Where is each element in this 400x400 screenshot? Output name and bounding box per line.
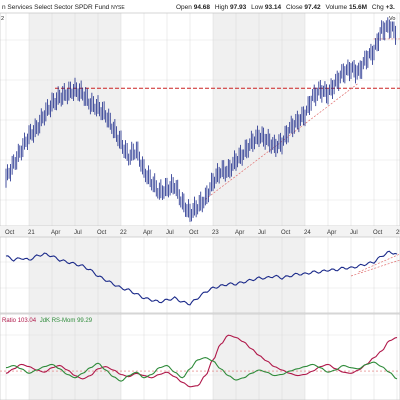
x-tick-label: Jul (350, 230, 358, 236)
rs-mom-line (5, 357, 398, 382)
exchange-label: NYSE (111, 5, 125, 11)
chart-title: n Services Select Sector SPDR Fund NYSE (2, 4, 125, 11)
x-tick-label: Oct (373, 230, 383, 236)
x-tick-label: Apr (327, 230, 336, 236)
indicator-legend: Ratio 103.04 JdK RS-Mom 99.29 (2, 318, 93, 324)
x-tick-label: Apr (51, 230, 60, 236)
volume-legend-fragment: Vo (389, 16, 395, 22)
ratio-trendline-2 (350, 259, 400, 277)
x-tick-label: 25 (396, 230, 400, 236)
x-tick-label: Apr (143, 230, 152, 236)
date-axis-strip (0, 226, 400, 237)
x-tick-label: Apr (235, 230, 244, 236)
x-tick-label: 23 (212, 230, 219, 236)
x-tick-label: Oct (5, 230, 15, 236)
price-bars (5, 17, 396, 222)
x-tick-label: Jul (258, 230, 266, 236)
ratio-trendline (358, 253, 400, 273)
date-axis-labels: Oct 21 Apr Jul Oct 22 Apr Jul Oct 23 Apr Jul Oct 24 Ap… (5, 230, 400, 236)
x-tick-label: 24 (304, 230, 311, 236)
x-tick-label: Oct (189, 230, 199, 236)
x-tick-label: Oct (281, 230, 291, 236)
x-tick-label: 21 (28, 230, 35, 236)
ohlc-readout: Open 94.68 High 97.93 Low 93.14 Close 97… (176, 4, 395, 11)
left-fragment-label: 2 (1, 16, 4, 22)
x-tick-label: Jul (166, 230, 174, 236)
rs-ratio-line (5, 334, 398, 388)
ratio-series-line (5, 250, 398, 306)
x-tick-label: 22 (120, 230, 127, 236)
rrg-panel-frame (0, 313, 400, 400)
ratio-panel-frame (0, 236, 400, 314)
x-tick-label: Oct (97, 230, 107, 236)
x-tick-label: Jul (74, 230, 82, 236)
